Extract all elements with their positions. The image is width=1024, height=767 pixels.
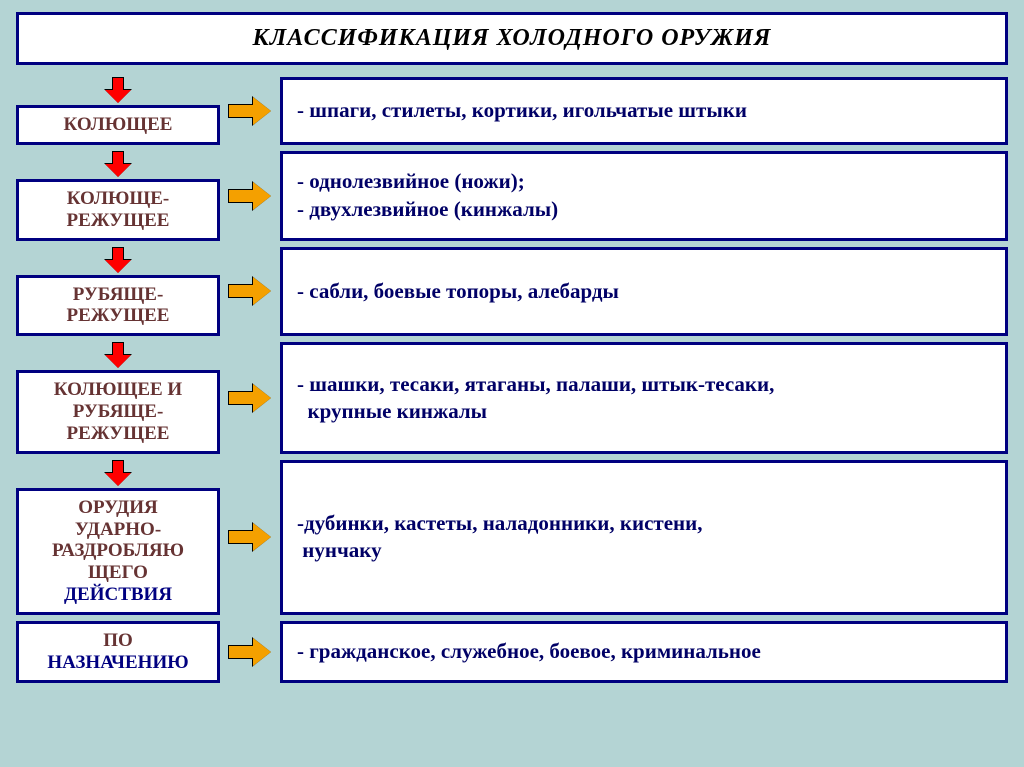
classification-row: КОЛЮЩЕЕ - шпаги, стилеты, кортики, игольч…: [16, 77, 1008, 145]
left-column: ОРУДИЯУДАРНО-РАЗДРОБЛЯЮЩЕГОДЕЙСТВИЯ: [16, 460, 220, 615]
category-box: КОЛЮЩЕЕ ИРУБЯЩЕ-РЕЖУЩЕЕ: [16, 370, 220, 454]
description-box: -дубинки, кастеты, наладонники, кистени,…: [280, 460, 1008, 615]
down-arrow-icon: [105, 151, 131, 177]
right-arrow-icon: [228, 638, 272, 666]
down-arrow-icon: [105, 342, 131, 368]
description-box: - однолезвийное (ножи);- двухлезвийное (…: [280, 151, 1008, 241]
category-label: РУБЯЩЕ-РЕЖУЩЕЕ: [67, 284, 170, 328]
classification-row: КОЛЮЩЕЕ ИРУБЯЩЕ-РЕЖУЩЕЕ - шашки, тесаки, …: [16, 342, 1008, 454]
rows-container: КОЛЮЩЕЕ - шпаги, стилеты, кортики, игольч…: [16, 71, 1008, 683]
right-arrow-icon: [228, 523, 272, 551]
classification-row: КОЛЮЩЕ-РЕЖУЩЕЕ - однолезвийное (ножи);- д…: [16, 151, 1008, 241]
left-column: РУБЯЩЕ-РЕЖУЩЕЕ: [16, 247, 220, 337]
arrow-column: [220, 342, 280, 454]
category-label: КОЛЮЩЕЕ ИРУБЯЩЕ-РЕЖУЩЕЕ: [54, 379, 182, 445]
description-column: - сабли, боевые топоры, алебарды: [280, 247, 1008, 337]
description-text: - гражданское, служебное, боевое, кримин…: [297, 638, 761, 665]
description-column: -дубинки, кастеты, наладонники, кистени,…: [280, 460, 1008, 615]
description-text: - шашки, тесаки, ятаганы, палаши, штык-т…: [297, 371, 774, 426]
title-box: КЛАССИФИКАЦИЯ ХОЛОДНОГО ОРУЖИЯ: [16, 12, 1008, 65]
description-text: - шпаги, стилеты, кортики, игольчатые шт…: [297, 97, 747, 124]
right-arrow-icon: [228, 384, 272, 412]
arrow-column: [220, 151, 280, 241]
left-column: КОЛЮЩЕ-РЕЖУЩЕЕ: [16, 151, 220, 241]
down-arrow-icon: [105, 460, 131, 486]
category-label: ОРУДИЯУДАРНО-РАЗДРОБЛЯЮЩЕГОДЕЙСТВИЯ: [52, 497, 184, 606]
category-label: КОЛЮЩЕ-РЕЖУЩЕЕ: [67, 188, 170, 232]
down-arrow-icon: [105, 247, 131, 273]
description-box: - шашки, тесаки, ятаганы, палаши, штык-т…: [280, 342, 1008, 454]
classification-row: РУБЯЩЕ-РЕЖУЩЕЕ - сабли, боевые топоры, ал…: [16, 247, 1008, 337]
category-box: КОЛЮЩЕ-РЕЖУЩЕЕ: [16, 179, 220, 241]
category-label: ПОНАЗНАЧЕНИЮ: [47, 630, 188, 674]
category-box: РУБЯЩЕ-РЕЖУЩЕЕ: [16, 275, 220, 337]
classification-row: ОРУДИЯУДАРНО-РАЗДРОБЛЯЮЩЕГОДЕЙСТВИЯ -дуби…: [16, 460, 1008, 615]
arrow-column: [220, 247, 280, 337]
right-arrow-icon: [228, 277, 272, 305]
arrow-column: [220, 460, 280, 615]
left-column: ПОНАЗНАЧЕНИЮ: [16, 621, 220, 683]
down-arrow-icon: [105, 77, 131, 103]
description-column: - гражданское, служебное, боевое, кримин…: [280, 621, 1008, 683]
description-column: - шпаги, стилеты, кортики, игольчатые шт…: [280, 77, 1008, 145]
arrow-column: [220, 77, 280, 145]
category-box: КОЛЮЩЕЕ: [16, 105, 220, 145]
description-text: - сабли, боевые топоры, алебарды: [297, 278, 619, 305]
description-text: -дубинки, кастеты, наладонники, кистени,…: [297, 510, 702, 565]
arrow-column: [220, 621, 280, 683]
description-text: - однолезвийное (ножи);- двухлезвийное (…: [297, 168, 558, 223]
right-arrow-icon: [228, 182, 272, 210]
left-column: КОЛЮЩЕЕ: [16, 77, 220, 145]
category-box: ОРУДИЯУДАРНО-РАЗДРОБЛЯЮЩЕГОДЕЙСТВИЯ: [16, 488, 220, 615]
description-box: - сабли, боевые топоры, алебарды: [280, 247, 1008, 337]
title-text: КЛАССИФИКАЦИЯ ХОЛОДНОГО ОРУЖИЯ: [27, 25, 997, 52]
category-box: ПОНАЗНАЧЕНИЮ: [16, 621, 220, 683]
left-column: КОЛЮЩЕЕ ИРУБЯЩЕ-РЕЖУЩЕЕ: [16, 342, 220, 454]
classification-row: ПОНАЗНАЧЕНИЮ - гражданское, служебное, бо…: [16, 621, 1008, 683]
right-arrow-icon: [228, 97, 272, 125]
description-box: - шпаги, стилеты, кортики, игольчатые шт…: [280, 77, 1008, 145]
description-box: - гражданское, служебное, боевое, кримин…: [280, 621, 1008, 683]
description-column: - однолезвийное (ножи);- двухлезвийное (…: [280, 151, 1008, 241]
category-label: КОЛЮЩЕЕ: [64, 114, 173, 136]
description-column: - шашки, тесаки, ятаганы, палаши, штык-т…: [280, 342, 1008, 454]
